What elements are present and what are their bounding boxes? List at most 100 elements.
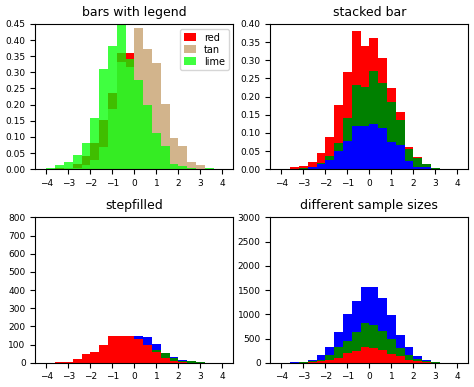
Bar bbox=[73, 164, 82, 169]
Bar bbox=[317, 153, 325, 163]
Bar bbox=[290, 168, 299, 169]
Bar bbox=[55, 165, 64, 169]
Bar bbox=[352, 301, 361, 363]
Bar bbox=[405, 161, 413, 169]
Bar bbox=[413, 359, 422, 363]
Title: stacked bar: stacked bar bbox=[333, 5, 406, 19]
Bar bbox=[361, 287, 369, 363]
Bar bbox=[108, 93, 117, 169]
Bar bbox=[187, 162, 196, 169]
Bar bbox=[299, 362, 308, 363]
Bar bbox=[343, 341, 352, 363]
Bar bbox=[343, 118, 352, 141]
Bar bbox=[369, 38, 378, 71]
Bar bbox=[422, 362, 431, 363]
Bar bbox=[170, 164, 178, 169]
Bar bbox=[431, 168, 440, 169]
Bar bbox=[413, 361, 422, 363]
Bar bbox=[334, 142, 343, 151]
Bar bbox=[325, 159, 334, 169]
Bar bbox=[361, 46, 369, 87]
Bar bbox=[308, 361, 317, 363]
Bar bbox=[405, 355, 413, 363]
Bar bbox=[334, 358, 343, 363]
Bar bbox=[46, 168, 55, 169]
Bar bbox=[334, 347, 343, 363]
Bar bbox=[64, 168, 73, 169]
Bar bbox=[64, 162, 73, 169]
Bar bbox=[334, 151, 343, 169]
Bar bbox=[152, 96, 161, 169]
Bar bbox=[205, 168, 214, 169]
Bar bbox=[108, 109, 117, 169]
Title: different sample sizes: different sample sizes bbox=[301, 199, 438, 212]
Bar bbox=[396, 356, 405, 363]
Bar bbox=[196, 165, 205, 169]
Bar bbox=[334, 332, 343, 363]
Bar bbox=[352, 351, 361, 363]
Bar bbox=[369, 287, 378, 363]
Bar bbox=[143, 49, 152, 169]
Bar bbox=[369, 325, 378, 363]
Bar bbox=[135, 80, 143, 169]
Bar bbox=[108, 46, 117, 169]
Bar bbox=[396, 348, 405, 363]
Bar bbox=[361, 126, 369, 169]
Bar bbox=[308, 168, 317, 169]
Bar bbox=[396, 112, 405, 120]
Bar bbox=[413, 356, 422, 363]
Bar bbox=[413, 157, 422, 158]
Bar bbox=[387, 142, 396, 169]
Bar bbox=[126, 58, 135, 169]
Bar bbox=[317, 163, 325, 164]
Bar bbox=[387, 339, 396, 363]
Bar bbox=[55, 168, 64, 169]
Bar bbox=[82, 165, 91, 169]
Bar bbox=[91, 159, 99, 169]
Polygon shape bbox=[46, 336, 222, 363]
Bar bbox=[187, 168, 196, 169]
Bar bbox=[317, 360, 325, 363]
Bar bbox=[308, 362, 317, 363]
Bar bbox=[369, 348, 378, 363]
Bar bbox=[378, 83, 387, 128]
Bar bbox=[387, 315, 396, 363]
Bar bbox=[170, 147, 178, 169]
Bar bbox=[361, 87, 369, 126]
Bar bbox=[422, 361, 431, 363]
Title: bars with legend: bars with legend bbox=[82, 5, 187, 19]
Bar bbox=[343, 314, 352, 363]
Bar bbox=[73, 168, 82, 169]
Bar bbox=[170, 138, 178, 169]
Bar bbox=[187, 163, 196, 169]
Legend: red, tan, lime: red, tan, lime bbox=[181, 29, 228, 70]
Bar bbox=[422, 360, 431, 363]
Polygon shape bbox=[46, 348, 222, 363]
Bar bbox=[317, 355, 325, 363]
Bar bbox=[117, 23, 126, 169]
Bar bbox=[143, 58, 152, 169]
Bar bbox=[378, 350, 387, 363]
Bar bbox=[352, 86, 361, 126]
Bar bbox=[413, 158, 422, 167]
Bar bbox=[126, 53, 135, 169]
Bar bbox=[387, 102, 396, 142]
Bar bbox=[387, 88, 396, 102]
Bar bbox=[308, 162, 317, 167]
Bar bbox=[431, 362, 440, 363]
Bar bbox=[352, 31, 361, 86]
Bar bbox=[378, 58, 387, 83]
Bar bbox=[82, 142, 91, 169]
Bar bbox=[178, 163, 187, 169]
Bar bbox=[99, 147, 108, 169]
Bar bbox=[405, 147, 413, 149]
Bar bbox=[405, 149, 413, 161]
Bar bbox=[161, 104, 170, 169]
Bar bbox=[431, 362, 440, 363]
Bar bbox=[126, 67, 135, 169]
Bar bbox=[73, 155, 82, 169]
Bar bbox=[422, 164, 431, 167]
Bar bbox=[117, 53, 126, 169]
Bar bbox=[352, 126, 361, 169]
Bar bbox=[317, 361, 325, 363]
